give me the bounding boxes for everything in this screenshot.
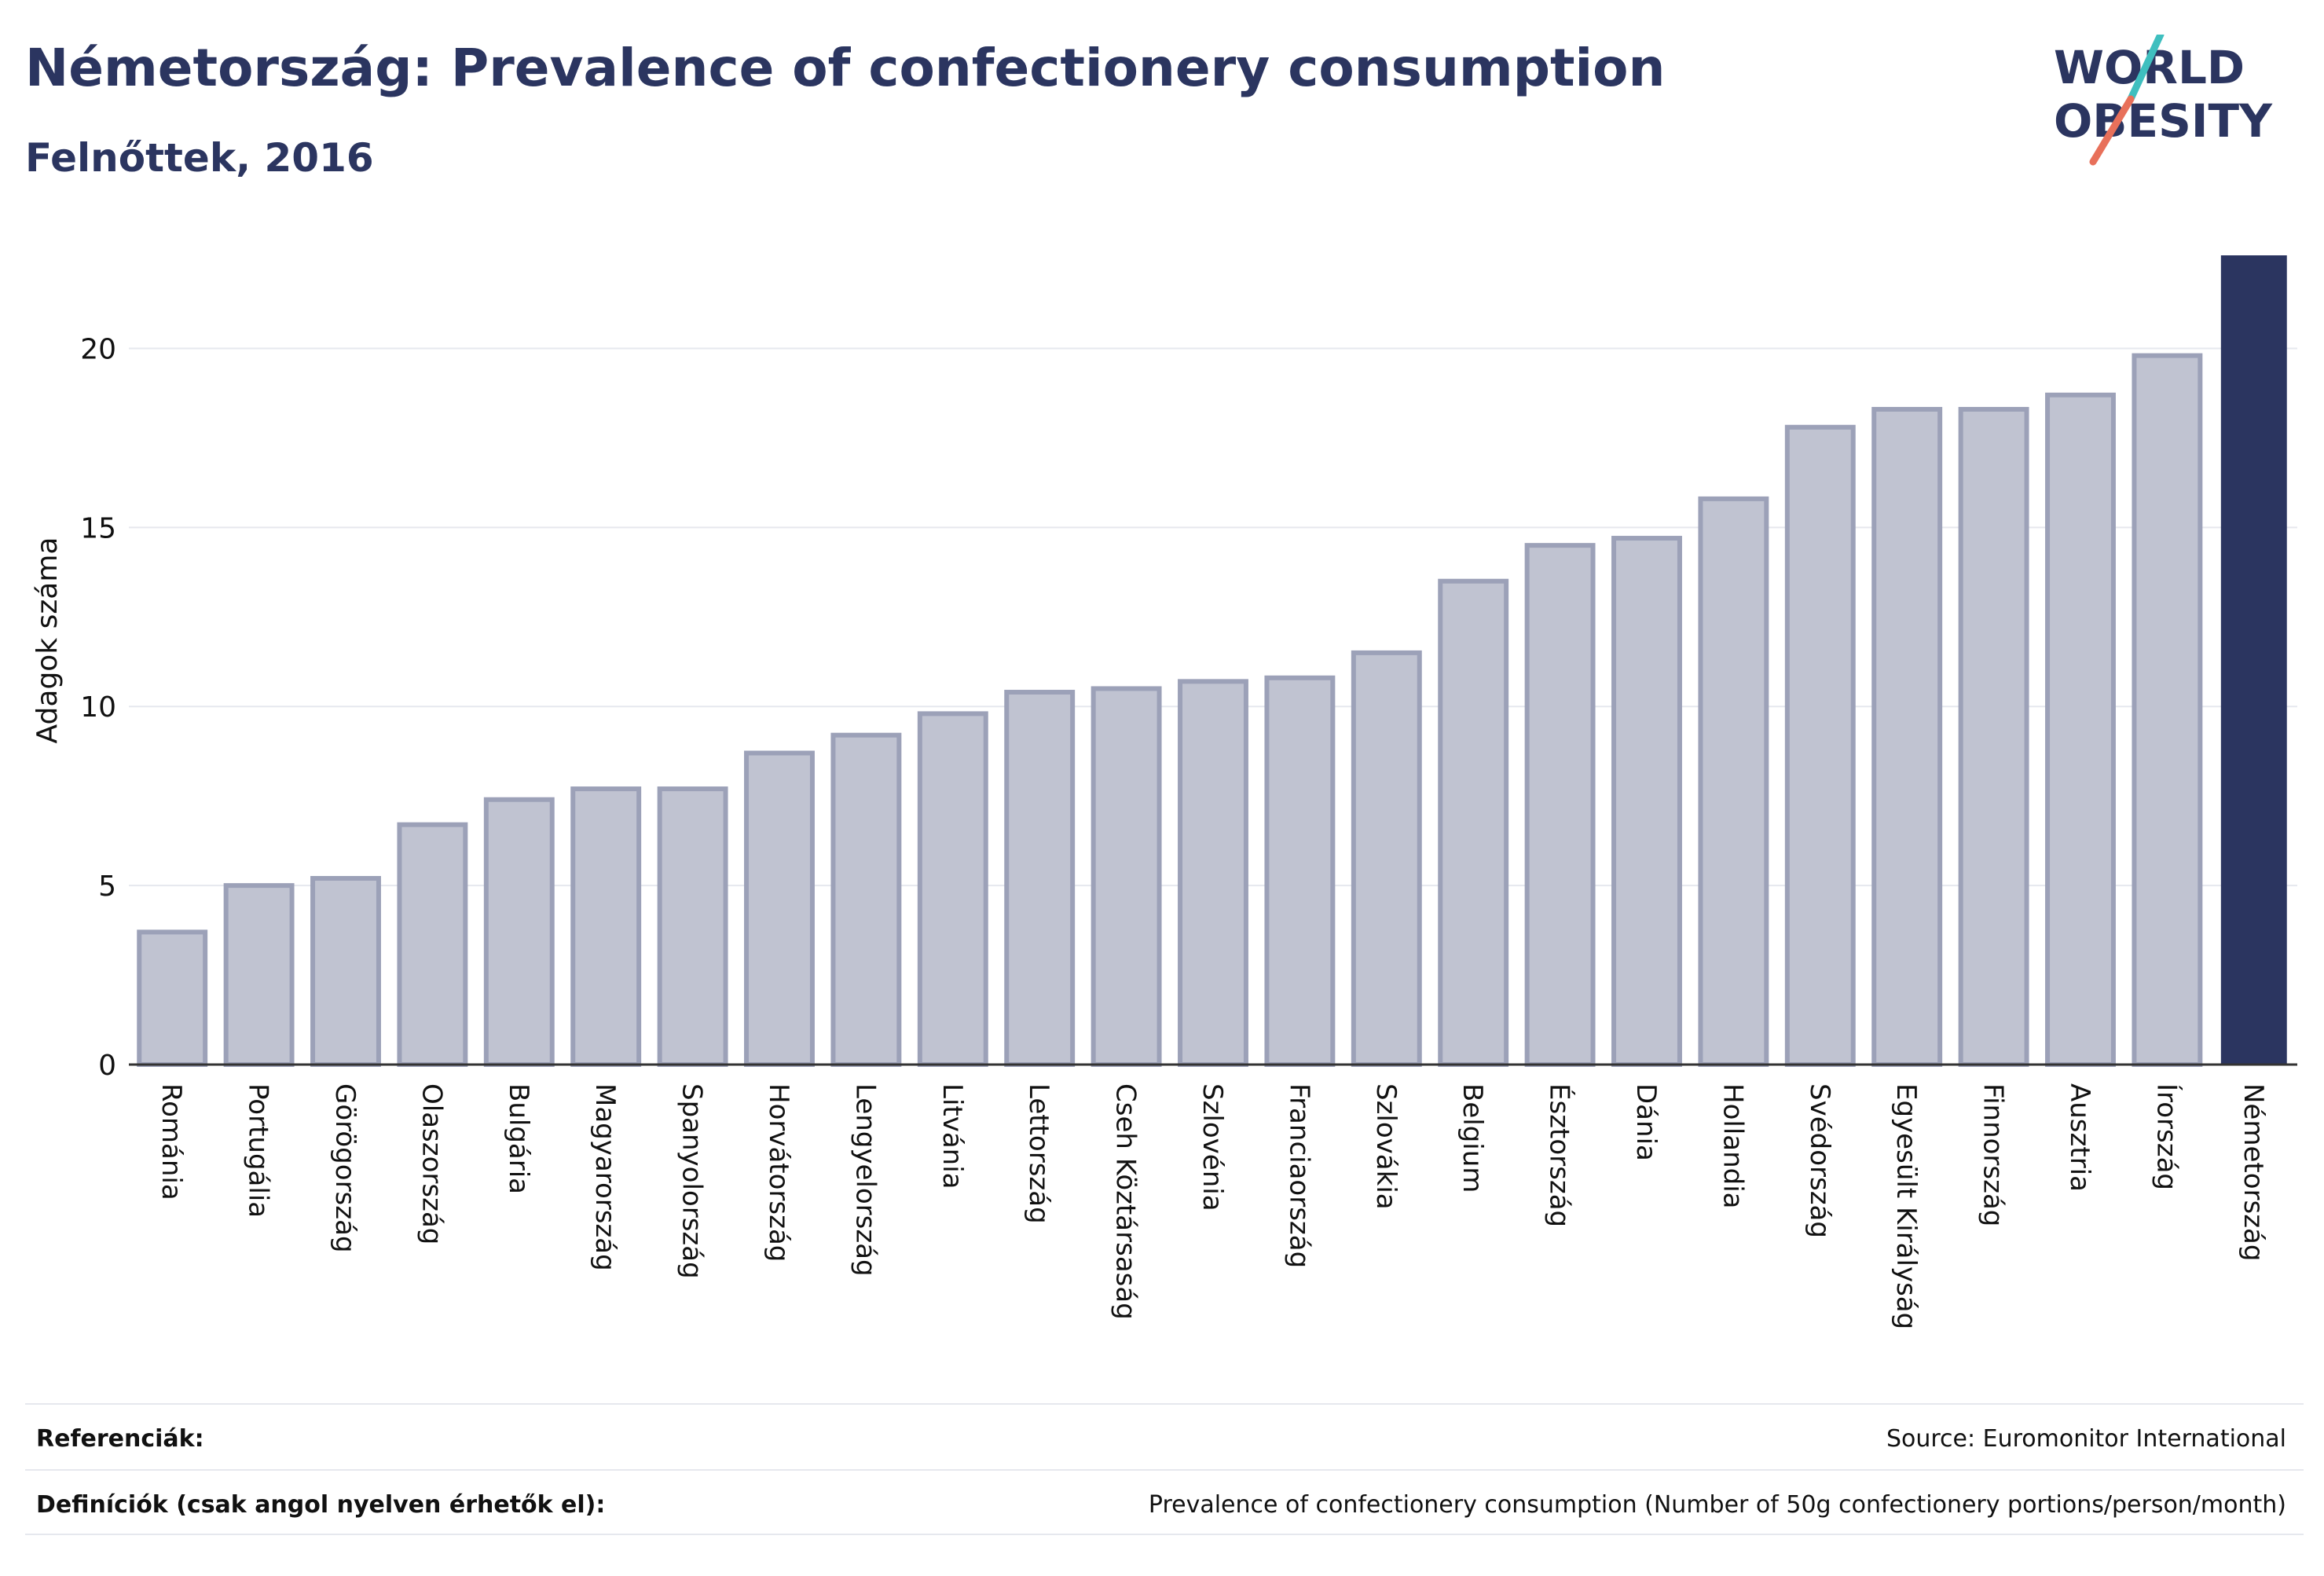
logo-line1: WORLD (2054, 41, 2245, 94)
bar-0[interactable] (137, 929, 208, 1068)
y-tick-label: 0 (98, 1050, 116, 1082)
x-tick-label: Litvánia (937, 1083, 968, 1189)
page-title: Németország: Prevalence of confectionery… (25, 38, 1666, 98)
bar-12[interactable] (1178, 679, 1248, 1068)
references-value: Source: Euromonitor International (1886, 1425, 2286, 1453)
bar-4[interactable] (483, 797, 555, 1067)
axis-layer: 0 5 10 15 20 (80, 333, 2297, 1082)
bar-15[interactable] (1438, 578, 1509, 1067)
bar-17[interactable] (1611, 536, 1682, 1067)
x-tick-label: Svédország (1804, 1083, 1835, 1238)
definitions-label: Definíciók (csak angol nyelven érhetők e… (36, 1491, 606, 1519)
bar-chart: 0 5 10 15 20 Románia Portugália Görögország Ola… (31, 255, 2297, 1329)
bar-9[interactable] (917, 711, 988, 1068)
x-tick-label: Bulgária (503, 1083, 534, 1194)
bar-23[interactable] (2132, 353, 2203, 1068)
x-tick-label: Ausztria (2064, 1083, 2095, 1192)
logo-line2: OBESITY (2054, 94, 2273, 148)
page-subtitle: Felnőttek, 2016 (25, 135, 374, 181)
x-tick-label: Finnország (1978, 1083, 2009, 1226)
bar-20[interactable] (1871, 406, 1943, 1067)
y-axis-label: Adagok száma (31, 537, 64, 744)
definitions-value: Prevalence of confectionery consumption … (1148, 1491, 2286, 1519)
y-tick-label: 5 (98, 870, 116, 903)
y-tick-label: 20 (80, 333, 116, 365)
bar-21[interactable] (1958, 406, 2029, 1067)
bar-2[interactable] (310, 876, 381, 1067)
x-tick-label: Magyarország (589, 1083, 621, 1271)
world-obesity-logo: WORLD OBESITY (2054, 35, 2273, 166)
x-tick-label: Dánia (1630, 1083, 1662, 1161)
x-tick-label: Spanyolország (676, 1083, 708, 1279)
x-tick-label: Németország (2238, 1083, 2269, 1261)
bar-18[interactable] (1698, 496, 1769, 1067)
x-tick-label: Belgium (1457, 1083, 1488, 1193)
logo-slash-top (2127, 35, 2165, 103)
x-tick-label: Románia (156, 1083, 187, 1200)
x-tick-label: Portugália (243, 1083, 274, 1218)
bar-layer (137, 255, 2287, 1068)
x-tick-label: Észtország (1544, 1083, 1576, 1227)
y-tick-label: 10 (80, 691, 116, 724)
bar-14[interactable] (1351, 650, 1422, 1067)
x-tick-label: Szlovénia (1197, 1083, 1228, 1211)
footer-divider-middle (25, 1469, 2304, 1471)
bar-24[interactable] (2220, 255, 2287, 1065)
bar-22[interactable] (2045, 392, 2116, 1068)
bar-1[interactable] (223, 883, 295, 1067)
logo-slash-bottom (2089, 95, 2135, 166)
footer-divider-top (25, 1403, 2304, 1405)
bar-3[interactable] (397, 822, 468, 1067)
bar-7[interactable] (744, 750, 815, 1068)
label-layer: Románia Portugália Görögország Olaszország B… (156, 1083, 2269, 1329)
x-tick-label: Horvátország (763, 1083, 794, 1262)
bar-11[interactable] (1091, 686, 1162, 1068)
x-tick-label: Lettország (1023, 1083, 1054, 1224)
bar-19[interactable] (1784, 424, 1856, 1067)
x-tick-label: Szlovákia (1370, 1083, 1402, 1210)
footer-divider-bottom (25, 1534, 2304, 1535)
bar-10[interactable] (1004, 690, 1076, 1067)
bar-8[interactable] (830, 732, 902, 1067)
bar-5[interactable] (570, 786, 642, 1067)
x-tick-label: Cseh Köztársaság (1110, 1083, 1142, 1320)
x-tick-label: Írország (2150, 1083, 2183, 1190)
references-label: Referenciák: (36, 1425, 204, 1453)
bar-6[interactable] (657, 786, 728, 1067)
x-tick-label: Franciaország (1283, 1083, 1314, 1268)
x-tick-label: Hollandia (1717, 1083, 1748, 1209)
bar-16[interactable] (1524, 543, 1596, 1067)
x-tick-label: Lengyelország (849, 1083, 881, 1277)
bar-13[interactable] (1264, 675, 1336, 1067)
x-tick-label: Egyesült Királyság (1890, 1083, 1922, 1329)
y-tick-label: 15 (80, 512, 116, 544)
x-tick-label: Olaszország (416, 1083, 447, 1244)
x-tick-label: Görögország (329, 1083, 361, 1253)
